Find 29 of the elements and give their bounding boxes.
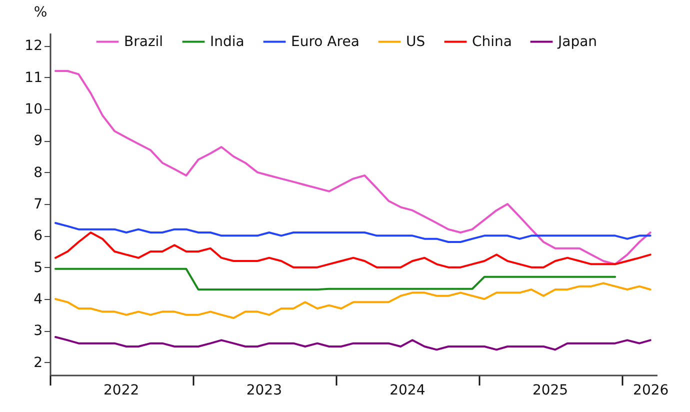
y-tick-label: 2 — [34, 354, 42, 371]
legend-label: Brazil — [124, 34, 164, 50]
y-tick-label: 8 — [34, 164, 42, 181]
y-tick-label: 7 — [34, 196, 42, 212]
x-tick-label: 2023 — [246, 382, 282, 398]
line-series — [54, 268, 616, 290]
y-tick-label: 12 — [24, 38, 42, 54]
legend-label: Japan — [557, 34, 598, 50]
x-tick-label: 2026 — [633, 382, 669, 398]
line-series — [54, 336, 652, 351]
y-tick-label: 5 — [34, 260, 42, 276]
y-tick-label: 4 — [34, 292, 43, 308]
y-tick-label: 10 — [24, 102, 42, 118]
legend-label: US — [406, 34, 426, 50]
y-tick-label: 11 — [24, 70, 42, 86]
y-tick-label: 9 — [34, 133, 42, 150]
legend-label: Euro Area — [291, 34, 360, 50]
line-series — [54, 70, 652, 266]
x-tick-label: 2024 — [390, 382, 426, 398]
x-tick-label: 2025 — [532, 382, 568, 398]
y-tick-label: 3 — [34, 323, 42, 340]
y-tick-label: 6 — [34, 228, 43, 244]
y-axis-title: % — [34, 4, 48, 20]
line-series — [54, 282, 652, 319]
line-series — [54, 232, 652, 268]
line-series — [54, 222, 652, 243]
legend-label: China — [472, 34, 512, 50]
x-tick-label: 2022 — [104, 382, 140, 398]
legend-label: India — [210, 34, 244, 50]
